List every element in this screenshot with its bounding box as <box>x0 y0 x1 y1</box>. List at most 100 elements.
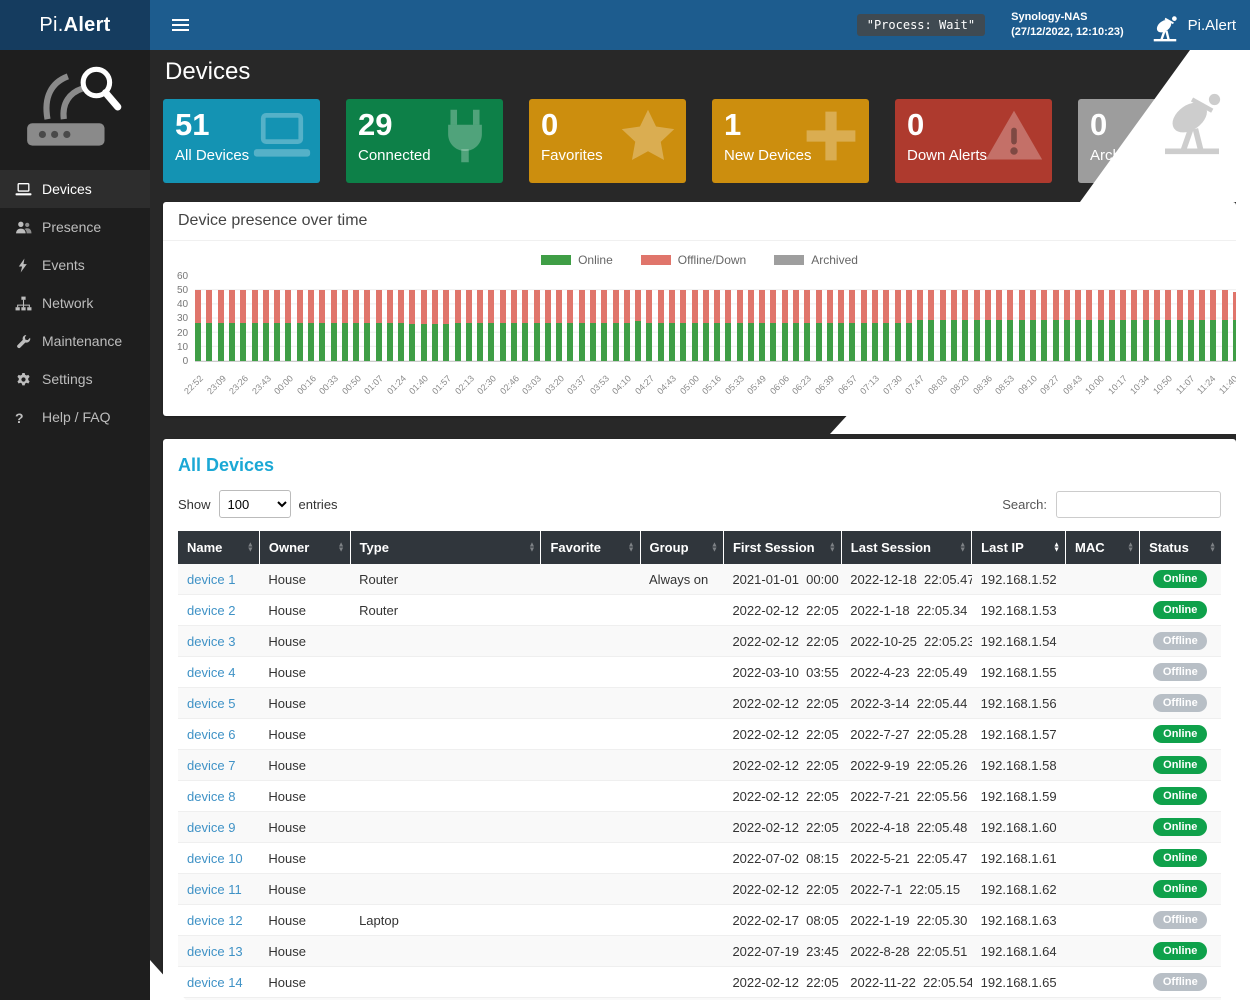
presence-bar <box>465 290 472 361</box>
device-link[interactable]: device 5 <box>187 695 236 711</box>
card-archived[interactable]: 0 Archived <box>1078 99 1235 183</box>
column-header-mac[interactable]: MAC ▲ ▼ <box>1065 531 1140 564</box>
cell-type <box>350 718 541 750</box>
cell-mac <box>1065 935 1140 967</box>
sidebar-item-devices[interactable]: Devices <box>0 170 150 208</box>
presence-bar <box>635 290 642 361</box>
device-link[interactable]: device 2 <box>187 602 236 618</box>
device-link[interactable]: device 3 <box>187 633 236 649</box>
devices-table: Name ▲ ▼ Owner ▲ ▼ Type ▲ ▼ Favorite ▲ ▼ Group ▲ ▼ Firs… <box>178 531 1221 1000</box>
cell-last-session: 2022-11-22 22:05.54 <box>841 997 972 1000</box>
card-connected[interactable]: 29 Connected <box>346 99 503 183</box>
column-header-name[interactable]: Name ▲ ▼ <box>178 531 260 564</box>
column-header-type[interactable]: Type ▲ ▼ <box>349 531 541 564</box>
cell-last-ip: 192.168.1.64 <box>971 935 1066 967</box>
cell-favorite <box>540 749 641 781</box>
cell-owner: House <box>259 873 351 905</box>
brand-logo[interactable]: Pi. Alert <box>0 0 150 50</box>
chart-body: Online Offline/Down Archived 60 50 40 30 20 10 0… <box>163 241 1250 416</box>
device-row: device 13 House 2022-07-19 23:45 2022-8-28 … <box>178 935 1221 967</box>
device-link[interactable]: device 1 <box>187 571 236 587</box>
cell-status: Offline <box>1139 656 1221 688</box>
search-input[interactable] <box>1056 490 1221 518</box>
cell-first-session: 2022-02-12 22:05 <box>723 625 842 657</box>
device-link[interactable]: device 7 <box>187 757 236 773</box>
presence-bar <box>285 290 292 361</box>
card-new-devices[interactable]: 1 New Devices <box>712 99 869 183</box>
presence-bar <box>262 290 269 361</box>
device-link[interactable]: device 8 <box>187 788 236 804</box>
column-header-favorite[interactable]: Favorite ▲ ▼ <box>540 531 641 564</box>
presence-bar <box>646 290 653 361</box>
device-row: device 1 House Router Always on 2021-01-01 0… <box>178 564 1221 595</box>
presence-bar <box>725 290 732 361</box>
device-link[interactable]: device 14 <box>187 974 243 990</box>
cell-status: Online <box>1139 873 1221 905</box>
hamburger-menu-icon[interactable] <box>166 13 195 37</box>
cell-group <box>640 811 724 843</box>
card-value: 29 <box>358 107 393 142</box>
sort-icon: ▲ ▼ <box>246 541 254 554</box>
sidebar-item-settings[interactable]: Settings <box>0 360 150 398</box>
status-badge: Online <box>1153 849 1208 867</box>
column-header-status[interactable]: Status ▲ ▼ <box>1139 531 1221 564</box>
cell-mac <box>1065 749 1140 781</box>
cell-status: Offline <box>1139 625 1221 657</box>
presence-bar <box>1176 290 1183 361</box>
sidebar-item-network[interactable]: Network <box>0 284 150 322</box>
column-label: Name <box>187 540 223 555</box>
star-icon <box>618 106 678 166</box>
presence-bar <box>657 290 664 361</box>
presence-bar <box>984 290 991 361</box>
cell-type <box>350 687 541 719</box>
cell-type: Laptop <box>350 904 541 936</box>
card-favorites[interactable]: 0 Favorites <box>529 99 686 183</box>
sidebar-item-maintenance[interactable]: Maintenance <box>0 322 150 360</box>
presence-bar <box>522 290 529 361</box>
sidebar-item-events[interactable]: Events <box>0 246 150 284</box>
device-link[interactable]: device 13 <box>187 943 243 959</box>
cell-last-session: 2022-7-21 22:05.56 <box>841 780 972 812</box>
sidebar-item-help-faq[interactable]: ? Help / FAQ <box>0 398 150 436</box>
sidebar-item-label: Maintenance <box>42 333 123 349</box>
legend-label: Online <box>578 253 613 267</box>
presence-bar <box>939 290 946 361</box>
device-link[interactable]: device 11 <box>187 881 242 897</box>
column-header-owner[interactable]: Owner ▲ ▼ <box>258 531 351 564</box>
presence-bar <box>544 290 551 361</box>
device-link[interactable]: device 9 <box>187 819 236 835</box>
cell-last-session: 2022-4-23 22:05.49 <box>841 656 972 688</box>
cell-first-session: 2022-02-12 22:05 <box>723 873 842 905</box>
presence-bar <box>1041 290 1048 361</box>
card-down-alerts[interactable]: 0 Down Alerts <box>895 99 1052 183</box>
column-header-last-session[interactable]: Last Session ▲ ▼ <box>840 531 972 564</box>
sidebar-item-presence[interactable]: Presence <box>0 208 150 246</box>
y-tick-label: 60 <box>177 271 189 282</box>
status-badge: Online <box>1153 787 1208 805</box>
cell-mac <box>1065 966 1140 998</box>
presence-bar <box>398 290 405 361</box>
presence-bar <box>341 290 348 361</box>
device-row: device 5 House 2022-02-12 22:05 2022-3-14 2… <box>178 687 1221 719</box>
page-length-select[interactable]: 100 <box>218 490 291 518</box>
presence-bar <box>680 290 687 361</box>
status-badge: Offline <box>1153 973 1208 991</box>
device-link[interactable]: device 4 <box>187 664 236 680</box>
device-row: device 2 House Router 2022-02-12 22:05 2022-… <box>178 594 1221 626</box>
cell-last-ip: 192.168.1.63 <box>971 904 1066 936</box>
column-header-group[interactable]: Group ▲ ▼ <box>639 531 724 564</box>
device-link[interactable]: device 12 <box>187 912 243 928</box>
card-all-devices[interactable]: 51 All Devices <box>163 99 320 183</box>
cell-mac <box>1065 811 1140 843</box>
column-header-first-session[interactable]: First Session ▲ ▼ <box>722 531 842 564</box>
cell-favorite <box>540 966 641 998</box>
column-header-last-ip[interactable]: Last IP ▲ ▼ <box>971 531 1066 564</box>
cell-first-session: 2022-02-12 22:05 <box>723 749 842 781</box>
device-link[interactable]: device 10 <box>187 850 243 866</box>
column-label: Type <box>359 540 389 555</box>
presence-bar <box>1154 290 1161 361</box>
cell-last-session: 2022-11-22 22:05.54 <box>841 966 972 998</box>
cell-last-session: 2022-7-27 22:05.28 <box>841 718 972 750</box>
device-link[interactable]: device 6 <box>187 726 236 742</box>
cell-last-ip: 192.168.1.56 <box>971 687 1066 719</box>
